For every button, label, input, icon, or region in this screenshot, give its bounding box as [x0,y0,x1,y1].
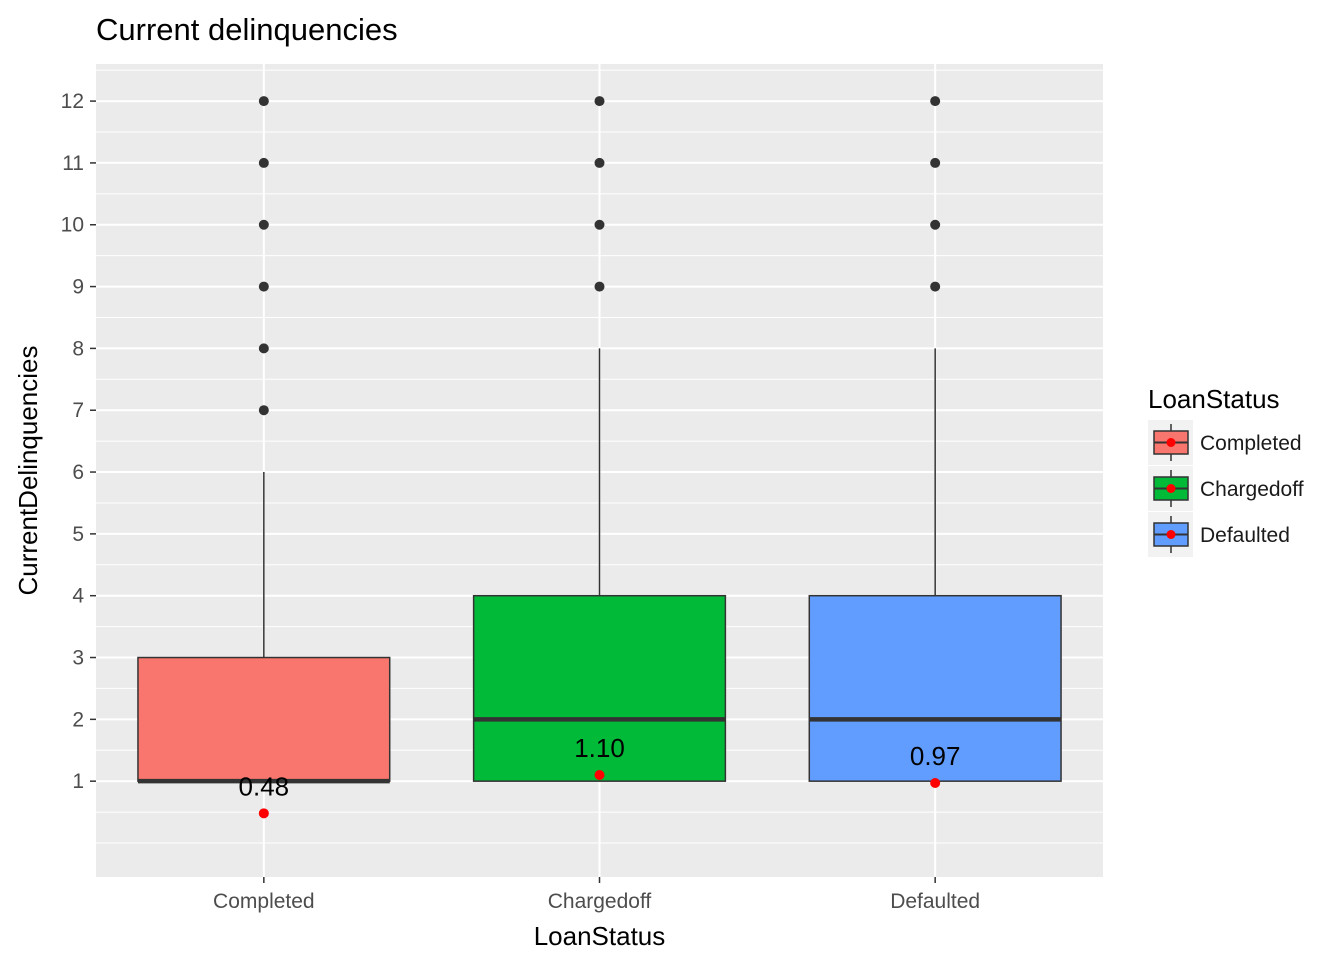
mean-label: 0.97 [910,741,961,771]
y-tick-label: 4 [72,585,84,608]
box-defaulted: 0.97 [808,96,1062,789]
outlier-point [594,96,605,107]
outlier-point [258,405,269,416]
outlier-point [930,219,941,230]
outlier-point [258,343,269,354]
y-tick-label: 9 [72,276,84,299]
boxes-layer: 0.48 1.10 0.97 [137,96,1062,819]
box-completed: 0.48 [137,96,391,819]
x-axis-title: LoanStatus [534,921,666,951]
legend: LoanStatus Completed Chargedoff Defaulted [1148,384,1304,557]
outlier-point [594,219,605,230]
y-tick-label: 2 [72,708,84,731]
outlier-point [594,281,605,292]
legend-label: Chargedoff [1200,478,1304,501]
mean-label: 0.48 [239,771,290,801]
iqr-box [137,656,391,782]
mean-point [930,778,941,789]
outlier-point [258,281,269,292]
x-tick-label: Chargedoff [548,890,652,913]
y-axis-title: CurrentDelinquencies [13,345,43,595]
mean-point [594,769,605,780]
outlier-point [258,96,269,107]
y-tick-label: 5 [72,523,84,546]
x-tick-label: Defaulted [890,890,980,913]
outlier-point [930,281,941,292]
mean-label: 1.10 [574,733,625,763]
outlier-point [258,219,269,230]
box-chargedoff: 1.10 [472,96,727,782]
iqr-box [808,594,1062,782]
outlier-point [930,96,941,107]
legend-label: Defaulted [1200,524,1290,547]
x-axis-ticks: Completed Chargedoff Defaulted [213,877,980,913]
y-tick-label: 6 [72,461,84,484]
legend-key-mean [1166,438,1176,447]
y-tick-label: 11 [62,152,84,175]
chart-title: Current delinquencies [96,12,398,47]
y-tick-label: 10 [61,214,84,237]
iqr-box [472,594,727,782]
legend-key-completed: Completed [1148,420,1302,465]
y-tick-label: 3 [72,647,84,670]
legend-key-mean [1166,530,1176,539]
legend-label: Completed [1200,432,1302,455]
outlier-point [258,157,269,168]
legend-title: LoanStatus [1148,384,1280,414]
x-tick-label: Completed [213,890,315,913]
y-tick-label: 1 [72,770,84,793]
legend-key-mean [1166,484,1176,493]
legend-key-defaulted: Defaulted [1148,512,1290,557]
y-tick-label: 8 [72,337,84,360]
mean-point [258,808,269,819]
outlier-point [594,157,605,168]
y-tick-label: 7 [72,399,84,422]
legend-key-chargedoff: Chargedoff [1148,466,1304,511]
y-tick-label: 12 [61,90,84,113]
outlier-point [930,157,941,168]
